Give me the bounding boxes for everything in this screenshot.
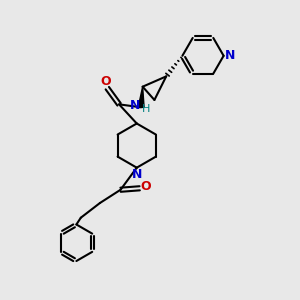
- Polygon shape: [138, 87, 144, 107]
- Text: N: N: [132, 168, 142, 181]
- Text: O: O: [100, 75, 111, 88]
- Text: N: N: [225, 49, 235, 62]
- Text: H: H: [142, 104, 151, 114]
- Text: O: O: [141, 180, 152, 193]
- Text: N: N: [130, 99, 140, 112]
